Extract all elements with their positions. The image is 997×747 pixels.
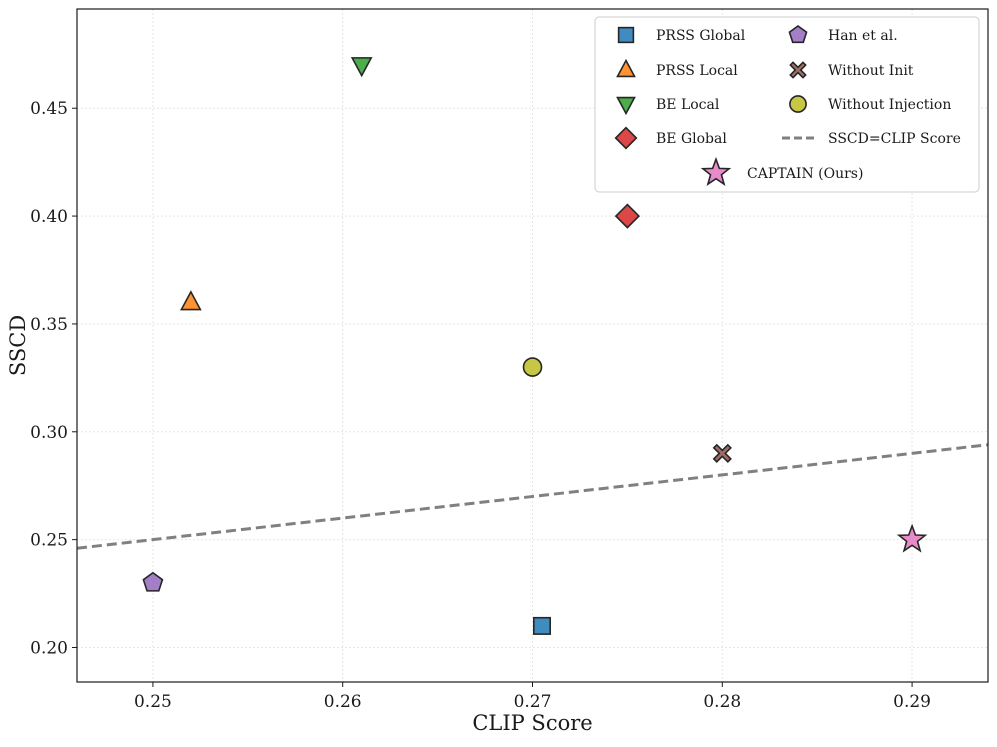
legend-label-captain-ours: CAPTAIN (Ours) [747, 166, 863, 182]
y-tick-label: 0.30 [30, 423, 68, 443]
reference-line [76, 443, 989, 550]
x-tick-label: 0.28 [703, 692, 741, 712]
legend-marker-without-injection [789, 95, 807, 113]
point-prss-local [180, 290, 202, 311]
point-be-local [350, 57, 373, 78]
x-tick-label: 0.29 [893, 692, 931, 712]
point-without-init [712, 443, 732, 463]
legend-label-be-global: BE Global [656, 131, 727, 147]
y-axis-title: SSCD [6, 315, 30, 376]
legend-label-be-local: BE Local [656, 97, 720, 113]
legend-marker-without-init [789, 61, 807, 79]
legend-label-han-et-al: Han et al. [828, 28, 898, 44]
legend-marker-be-local [616, 96, 636, 116]
y-tick-label: 0.20 [30, 638, 68, 658]
legend-box [594, 16, 980, 193]
x-tick-label: 0.27 [514, 692, 552, 712]
legend-label-reference-line: SSCD=CLIP Score [828, 131, 961, 147]
legend-marker-be-global [614, 126, 638, 150]
point-be-global [614, 203, 641, 229]
point-prss-global [532, 616, 551, 635]
reference-line-layer [76, 443, 989, 550]
x-tick-label: 0.26 [324, 692, 362, 712]
data-points [142, 57, 928, 635]
point-without-injection [522, 357, 543, 377]
axis-ticks: 0.25 0.26 0.27 0.28 0.29 0.20 0.25 0.30 0.35 0.40… [30, 99, 931, 712]
legend-marker-prss-local [616, 58, 636, 78]
y-tick-label: 0.25 [30, 531, 68, 551]
legend-label-prss-local: PRSS Local [656, 63, 738, 79]
y-tick-label: 0.35 [30, 315, 68, 335]
point-han-et-al [142, 571, 164, 592]
y-tick-label: 0.45 [30, 99, 68, 119]
x-axis-title: CLIP Score [472, 711, 592, 735]
legend: PRSS Global PRSS Local BE Local BE Global Ha… [594, 16, 980, 193]
point-captain-ours [896, 523, 928, 553]
legend-label-without-init: Without Init [828, 63, 914, 79]
legend-marker-prss-global [617, 26, 635, 44]
x-tick-label: 0.25 [134, 692, 172, 712]
legend-label-prss-global: PRSS Global [656, 28, 746, 44]
legend-marker-captain-ours [700, 156, 732, 186]
legend-marker-han-et-al [788, 25, 808, 44]
legend-label-without-injection: Without Injection [828, 97, 951, 113]
y-tick-label: 0.40 [30, 207, 68, 227]
